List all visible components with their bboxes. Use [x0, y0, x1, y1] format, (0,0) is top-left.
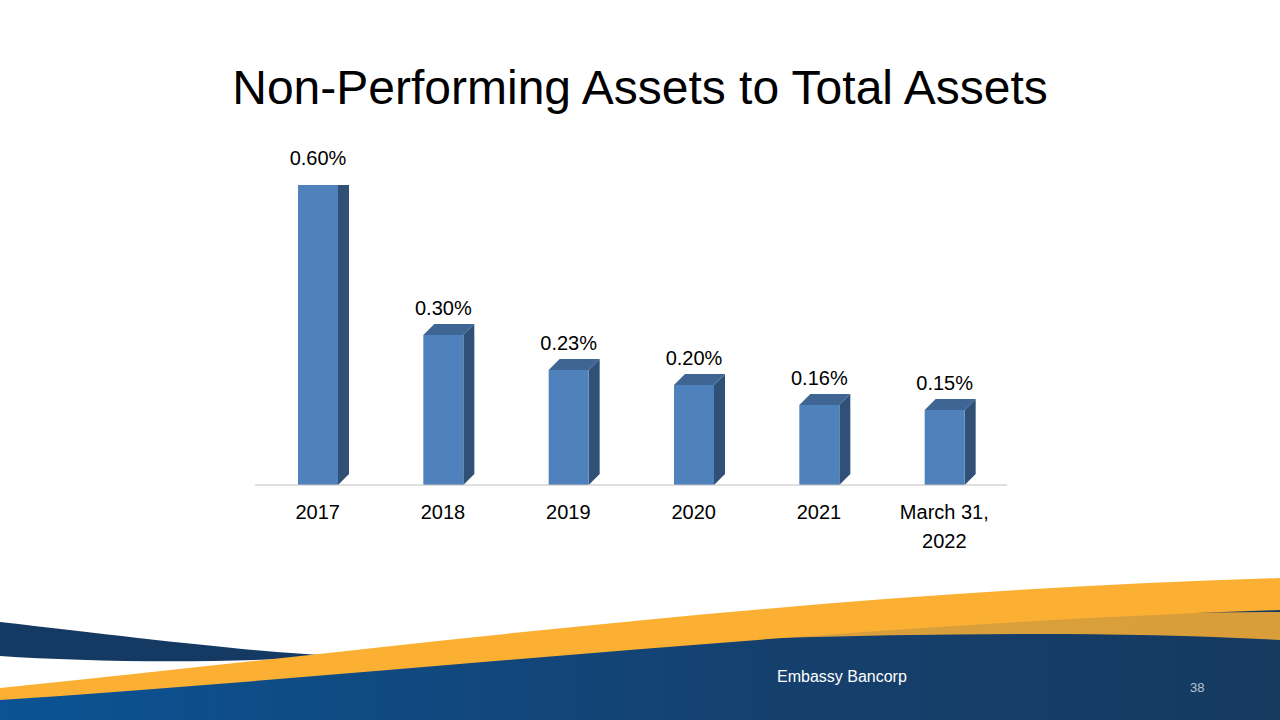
svg-text:38: 38 — [1190, 680, 1204, 695]
html-text:Non-Performing Assets to Total: Non-Performing Assets to Total Assets — [232, 61, 1048, 114]
svg-text:2018: 2018 — [421, 501, 466, 523]
svg-text:2020: 2020 — [671, 501, 716, 523]
svg-text:Embassy Bancorp: Embassy Bancorp — [777, 668, 907, 685]
svg-text:0.15%: 0.15% — [916, 372, 973, 394]
svg-text:0.16%: 0.16% — [791, 367, 848, 389]
svg-text:March 31,2022: March 31,2022 — [900, 501, 989, 552]
svg-text:0.60%: 0.60% — [290, 147, 347, 169]
svg-text:2021: 2021 — [797, 501, 842, 523]
svg-text:0.23%: 0.23% — [540, 332, 597, 354]
svg-text:2017: 2017 — [295, 501, 340, 523]
svg-text:2019: 2019 — [546, 501, 591, 523]
svg-text:0.30%: 0.30% — [415, 297, 472, 319]
svg-text:0.20%: 0.20% — [666, 347, 723, 369]
